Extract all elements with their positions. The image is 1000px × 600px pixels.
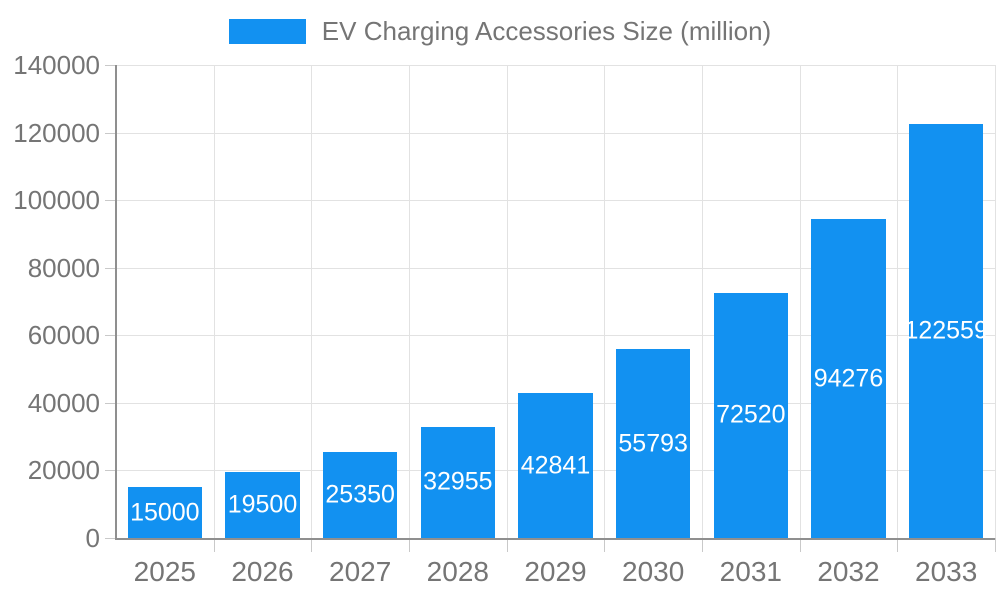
y-tick-mark [105, 538, 115, 539]
y-axis-tick-label: 80000 [27, 252, 100, 283]
bar-value-label: 94276 [813, 364, 884, 393]
x-tick-mark [604, 538, 606, 552]
gridline-v [604, 65, 606, 538]
x-tick-mark [311, 538, 313, 552]
bar-value-label: 72520 [716, 400, 786, 429]
x-axis-tick-label: 2032 [817, 556, 880, 587]
y-tick-mark [105, 200, 115, 202]
y-axis-tick-label: 20000 [27, 455, 100, 486]
bar-2033: 122559 [904, 123, 988, 538]
gridline-h [116, 132, 995, 134]
gridline-v [506, 65, 508, 538]
y-axis-tick-label: 120000 [13, 117, 100, 148]
x-axis-tick-label: 2029 [524, 556, 587, 587]
chart-legend: EV Charging Accessories Size (million) [0, 16, 1000, 47]
bar-2028: 32955 [420, 426, 495, 538]
bar-value-label: 19500 [227, 490, 298, 519]
y-axis-tick-label: 100000 [13, 185, 100, 216]
gridline-h [116, 200, 995, 202]
x-axis-tick-label: 2025 [133, 556, 196, 587]
x-tick-mark [799, 538, 801, 552]
x-tick-mark [506, 538, 508, 552]
bar-value-label: 42841 [520, 451, 591, 480]
bar-value-label: 15000 [130, 498, 200, 527]
gridline-h [116, 267, 995, 269]
x-tick-mark [995, 538, 996, 552]
x-tick-mark [897, 538, 899, 552]
y-tick-mark [105, 470, 115, 472]
y-tick-mark [105, 65, 115, 66]
gridline-v [995, 65, 996, 538]
gridline-v [799, 65, 801, 538]
y-tick-mark [105, 132, 115, 134]
y-axis-tick-label: 140000 [13, 50, 100, 80]
x-axis-tick-label: 2028 [426, 556, 489, 587]
bar-2032: 94276 [811, 219, 886, 538]
x-axis-tick-label: 2033 [915, 556, 978, 587]
y-axis-tick-label: 0 [85, 523, 100, 553]
x-axis-tick-label: 2031 [719, 556, 782, 587]
x-tick-mark [213, 538, 215, 552]
bar-2029: 42841 [518, 393, 593, 538]
x-axis-tick-label: 2026 [231, 556, 294, 587]
gridline-h [116, 65, 995, 66]
gridline-h [116, 335, 995, 337]
gridline-v [897, 65, 899, 538]
x-axis-tick-label: 2027 [329, 556, 392, 587]
x-axis-line [115, 538, 995, 540]
gridline-v [702, 65, 703, 538]
bar-value-label: 55793 [618, 429, 688, 458]
y-tick-mark [105, 402, 115, 404]
y-axis-tick-label: 40000 [27, 387, 100, 418]
gridline-v [311, 65, 313, 538]
bar-2027: 25350 [323, 452, 398, 538]
bar-2025: 15000 [127, 487, 202, 538]
gridline-v [409, 65, 410, 538]
legend-item-series[interactable]: EV Charging Accessories Size (million) [228, 16, 772, 47]
x-axis-tick-label: 2030 [622, 556, 685, 587]
plot-area: 15000 19500 25350 32955 42841 55793 72520 94276… [116, 65, 996, 538]
bar-2031: 72520 [713, 292, 788, 538]
bar-value-label: 32955 [423, 467, 493, 496]
y-axis-tick-label: 60000 [27, 320, 100, 351]
legend-label: EV Charging Accessories Size (million) [321, 16, 772, 46]
y-tick-mark [105, 335, 115, 337]
bar-value-label: 122559 [904, 316, 988, 345]
bar-2026: 19500 [225, 472, 300, 538]
x-tick-mark [702, 538, 703, 552]
y-axis-line [115, 65, 117, 539]
bar-2030: 55793 [616, 349, 691, 538]
legend-swatch-icon [228, 19, 306, 44]
gridline-v [213, 65, 215, 538]
x-tick-mark [409, 538, 410, 552]
bar-value-label: 25350 [325, 480, 395, 509]
y-tick-mark [105, 267, 115, 269]
